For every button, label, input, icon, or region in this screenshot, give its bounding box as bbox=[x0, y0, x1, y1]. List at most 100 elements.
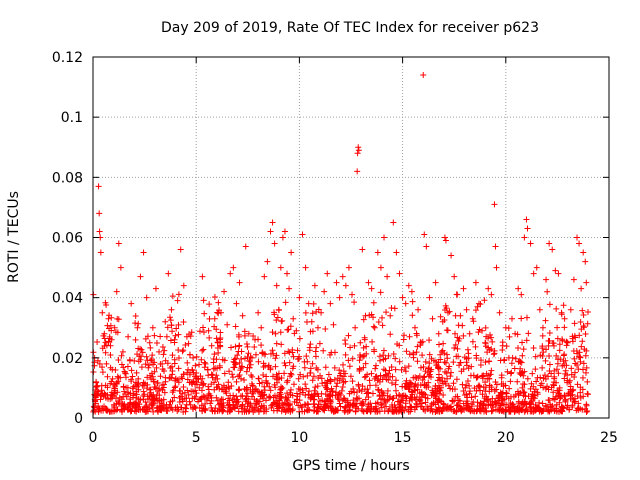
data-point bbox=[546, 240, 553, 247]
data-point bbox=[477, 362, 484, 369]
data-point bbox=[402, 368, 409, 375]
data-point bbox=[121, 369, 128, 376]
data-point bbox=[423, 384, 430, 391]
data-point bbox=[320, 347, 327, 354]
data-point bbox=[175, 291, 182, 298]
data-point bbox=[565, 390, 572, 397]
data-point bbox=[445, 382, 452, 389]
data-point bbox=[579, 386, 586, 393]
data-point bbox=[294, 393, 301, 400]
data-point bbox=[508, 315, 515, 322]
y-tick-label: 0 bbox=[74, 411, 83, 427]
data-point bbox=[284, 270, 291, 277]
data-point bbox=[408, 388, 415, 395]
data-point bbox=[329, 392, 336, 399]
data-point bbox=[351, 389, 358, 396]
data-point bbox=[571, 355, 578, 362]
data-point bbox=[442, 237, 449, 244]
data-point bbox=[443, 327, 450, 334]
data-point bbox=[233, 378, 240, 385]
data-point bbox=[570, 348, 577, 355]
data-point bbox=[172, 383, 179, 390]
data-point bbox=[360, 364, 367, 371]
data-point bbox=[379, 314, 386, 321]
data-point bbox=[372, 362, 379, 369]
data-point bbox=[211, 351, 218, 358]
data-point bbox=[226, 407, 233, 414]
data-point bbox=[114, 406, 121, 413]
data-point bbox=[381, 234, 388, 241]
data-point bbox=[452, 341, 459, 348]
data-point bbox=[377, 264, 384, 271]
data-point bbox=[230, 364, 237, 371]
data-point bbox=[546, 408, 553, 415]
data-point bbox=[457, 398, 464, 405]
data-point bbox=[205, 327, 212, 334]
data-point bbox=[300, 389, 307, 396]
data-point bbox=[148, 357, 155, 364]
data-point bbox=[274, 379, 281, 386]
data-point bbox=[370, 299, 377, 306]
data-point bbox=[460, 332, 467, 339]
data-point bbox=[463, 306, 470, 313]
data-point bbox=[385, 370, 392, 377]
data-point bbox=[202, 400, 209, 407]
data-point bbox=[316, 397, 323, 404]
data-point bbox=[445, 309, 452, 316]
data-point bbox=[191, 403, 198, 410]
data-point bbox=[359, 246, 366, 253]
data-point bbox=[551, 396, 558, 403]
data-point bbox=[507, 370, 514, 377]
data-point bbox=[301, 401, 308, 408]
data-point bbox=[103, 406, 110, 413]
data-point bbox=[464, 394, 471, 401]
data-point bbox=[184, 376, 191, 383]
data-point bbox=[546, 330, 553, 337]
data-point bbox=[128, 300, 135, 307]
data-point bbox=[351, 299, 358, 306]
data-point bbox=[360, 316, 367, 323]
data-point bbox=[542, 385, 549, 392]
data-point bbox=[430, 399, 437, 406]
data-point bbox=[385, 408, 392, 415]
data-point bbox=[200, 346, 207, 353]
data-point bbox=[542, 317, 549, 324]
data-point bbox=[252, 351, 259, 358]
data-point bbox=[186, 398, 193, 405]
data-point bbox=[500, 383, 507, 390]
data-point bbox=[183, 395, 190, 402]
data-point bbox=[304, 358, 311, 365]
data-point bbox=[383, 403, 390, 410]
data-point bbox=[235, 386, 242, 393]
data-point bbox=[196, 384, 203, 391]
data-point bbox=[156, 348, 163, 355]
data-point bbox=[460, 400, 467, 407]
data-point bbox=[290, 315, 297, 322]
data-point bbox=[290, 363, 297, 370]
data-point bbox=[476, 407, 483, 414]
data-point bbox=[224, 321, 231, 328]
data-point bbox=[228, 344, 235, 351]
data-point bbox=[352, 324, 359, 331]
data-point bbox=[161, 347, 168, 354]
data-point bbox=[577, 405, 584, 412]
data-point bbox=[523, 314, 530, 321]
data-point bbox=[389, 395, 396, 402]
data-point bbox=[567, 306, 574, 313]
data-point bbox=[104, 373, 111, 380]
data-point bbox=[488, 407, 495, 414]
data-point bbox=[187, 369, 194, 376]
data-point bbox=[307, 365, 314, 372]
data-point bbox=[309, 377, 316, 384]
data-point bbox=[444, 375, 451, 382]
data-point bbox=[514, 388, 521, 395]
data-point bbox=[426, 337, 433, 344]
data-point bbox=[190, 354, 197, 361]
data-point bbox=[211, 315, 218, 322]
data-point bbox=[377, 395, 384, 402]
data-point bbox=[481, 297, 488, 304]
data-point bbox=[226, 385, 233, 392]
data-point bbox=[412, 387, 419, 394]
data-point bbox=[514, 331, 521, 338]
data-point bbox=[300, 373, 307, 380]
